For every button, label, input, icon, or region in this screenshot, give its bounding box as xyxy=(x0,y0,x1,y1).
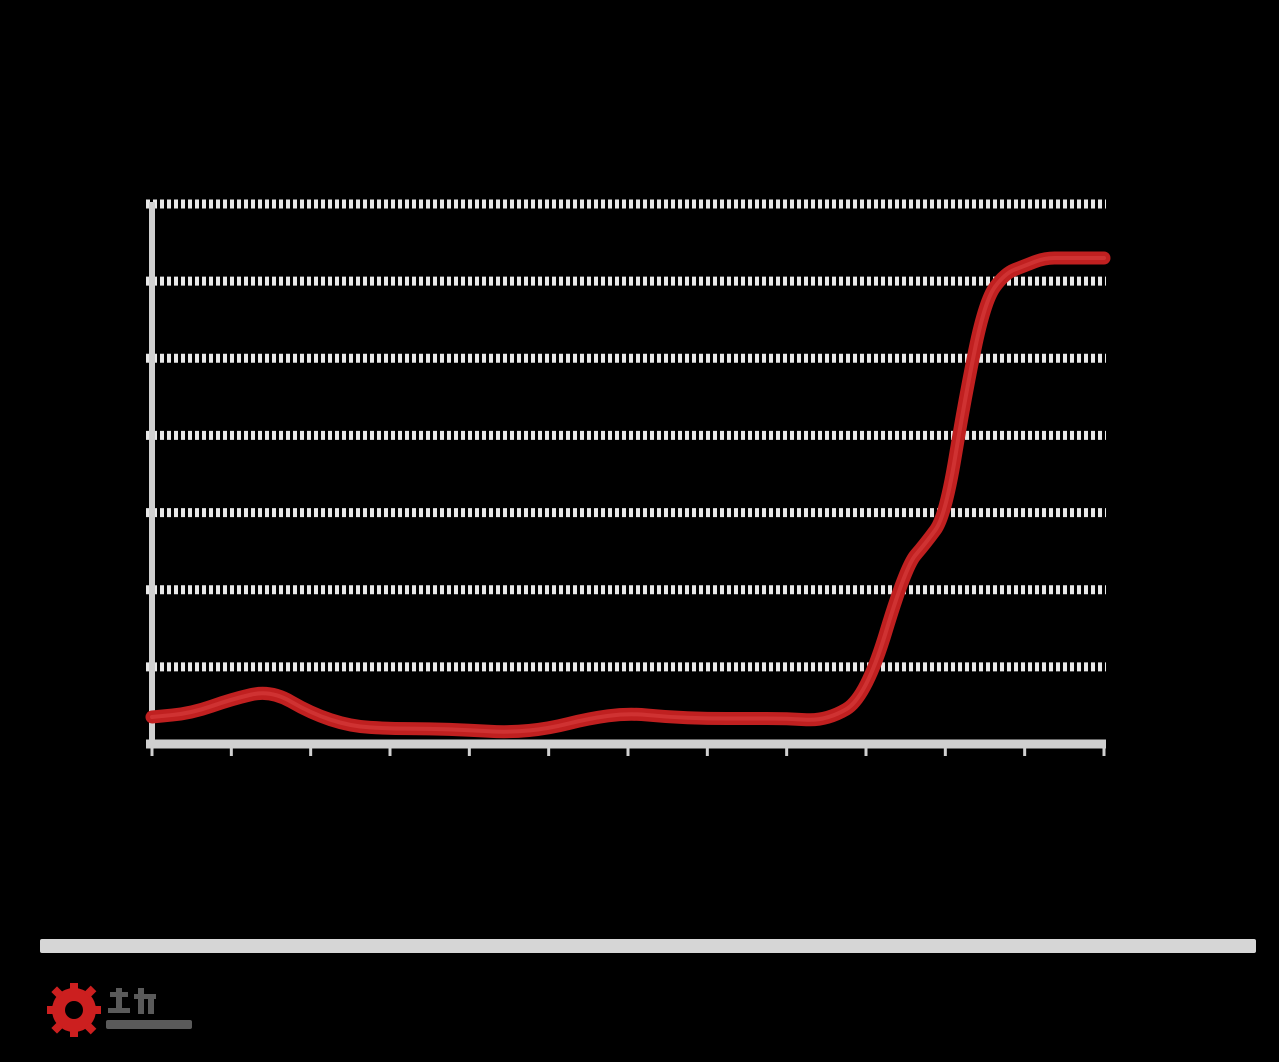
series-line xyxy=(145,251,1111,739)
logo-mark xyxy=(106,988,192,1029)
footer-progress-bar xyxy=(40,939,1256,953)
gear-icon xyxy=(47,983,101,1037)
axes xyxy=(146,202,1106,756)
company-logo xyxy=(44,978,204,1042)
series-layer xyxy=(145,251,1111,739)
series-line-highlight xyxy=(150,255,1106,734)
